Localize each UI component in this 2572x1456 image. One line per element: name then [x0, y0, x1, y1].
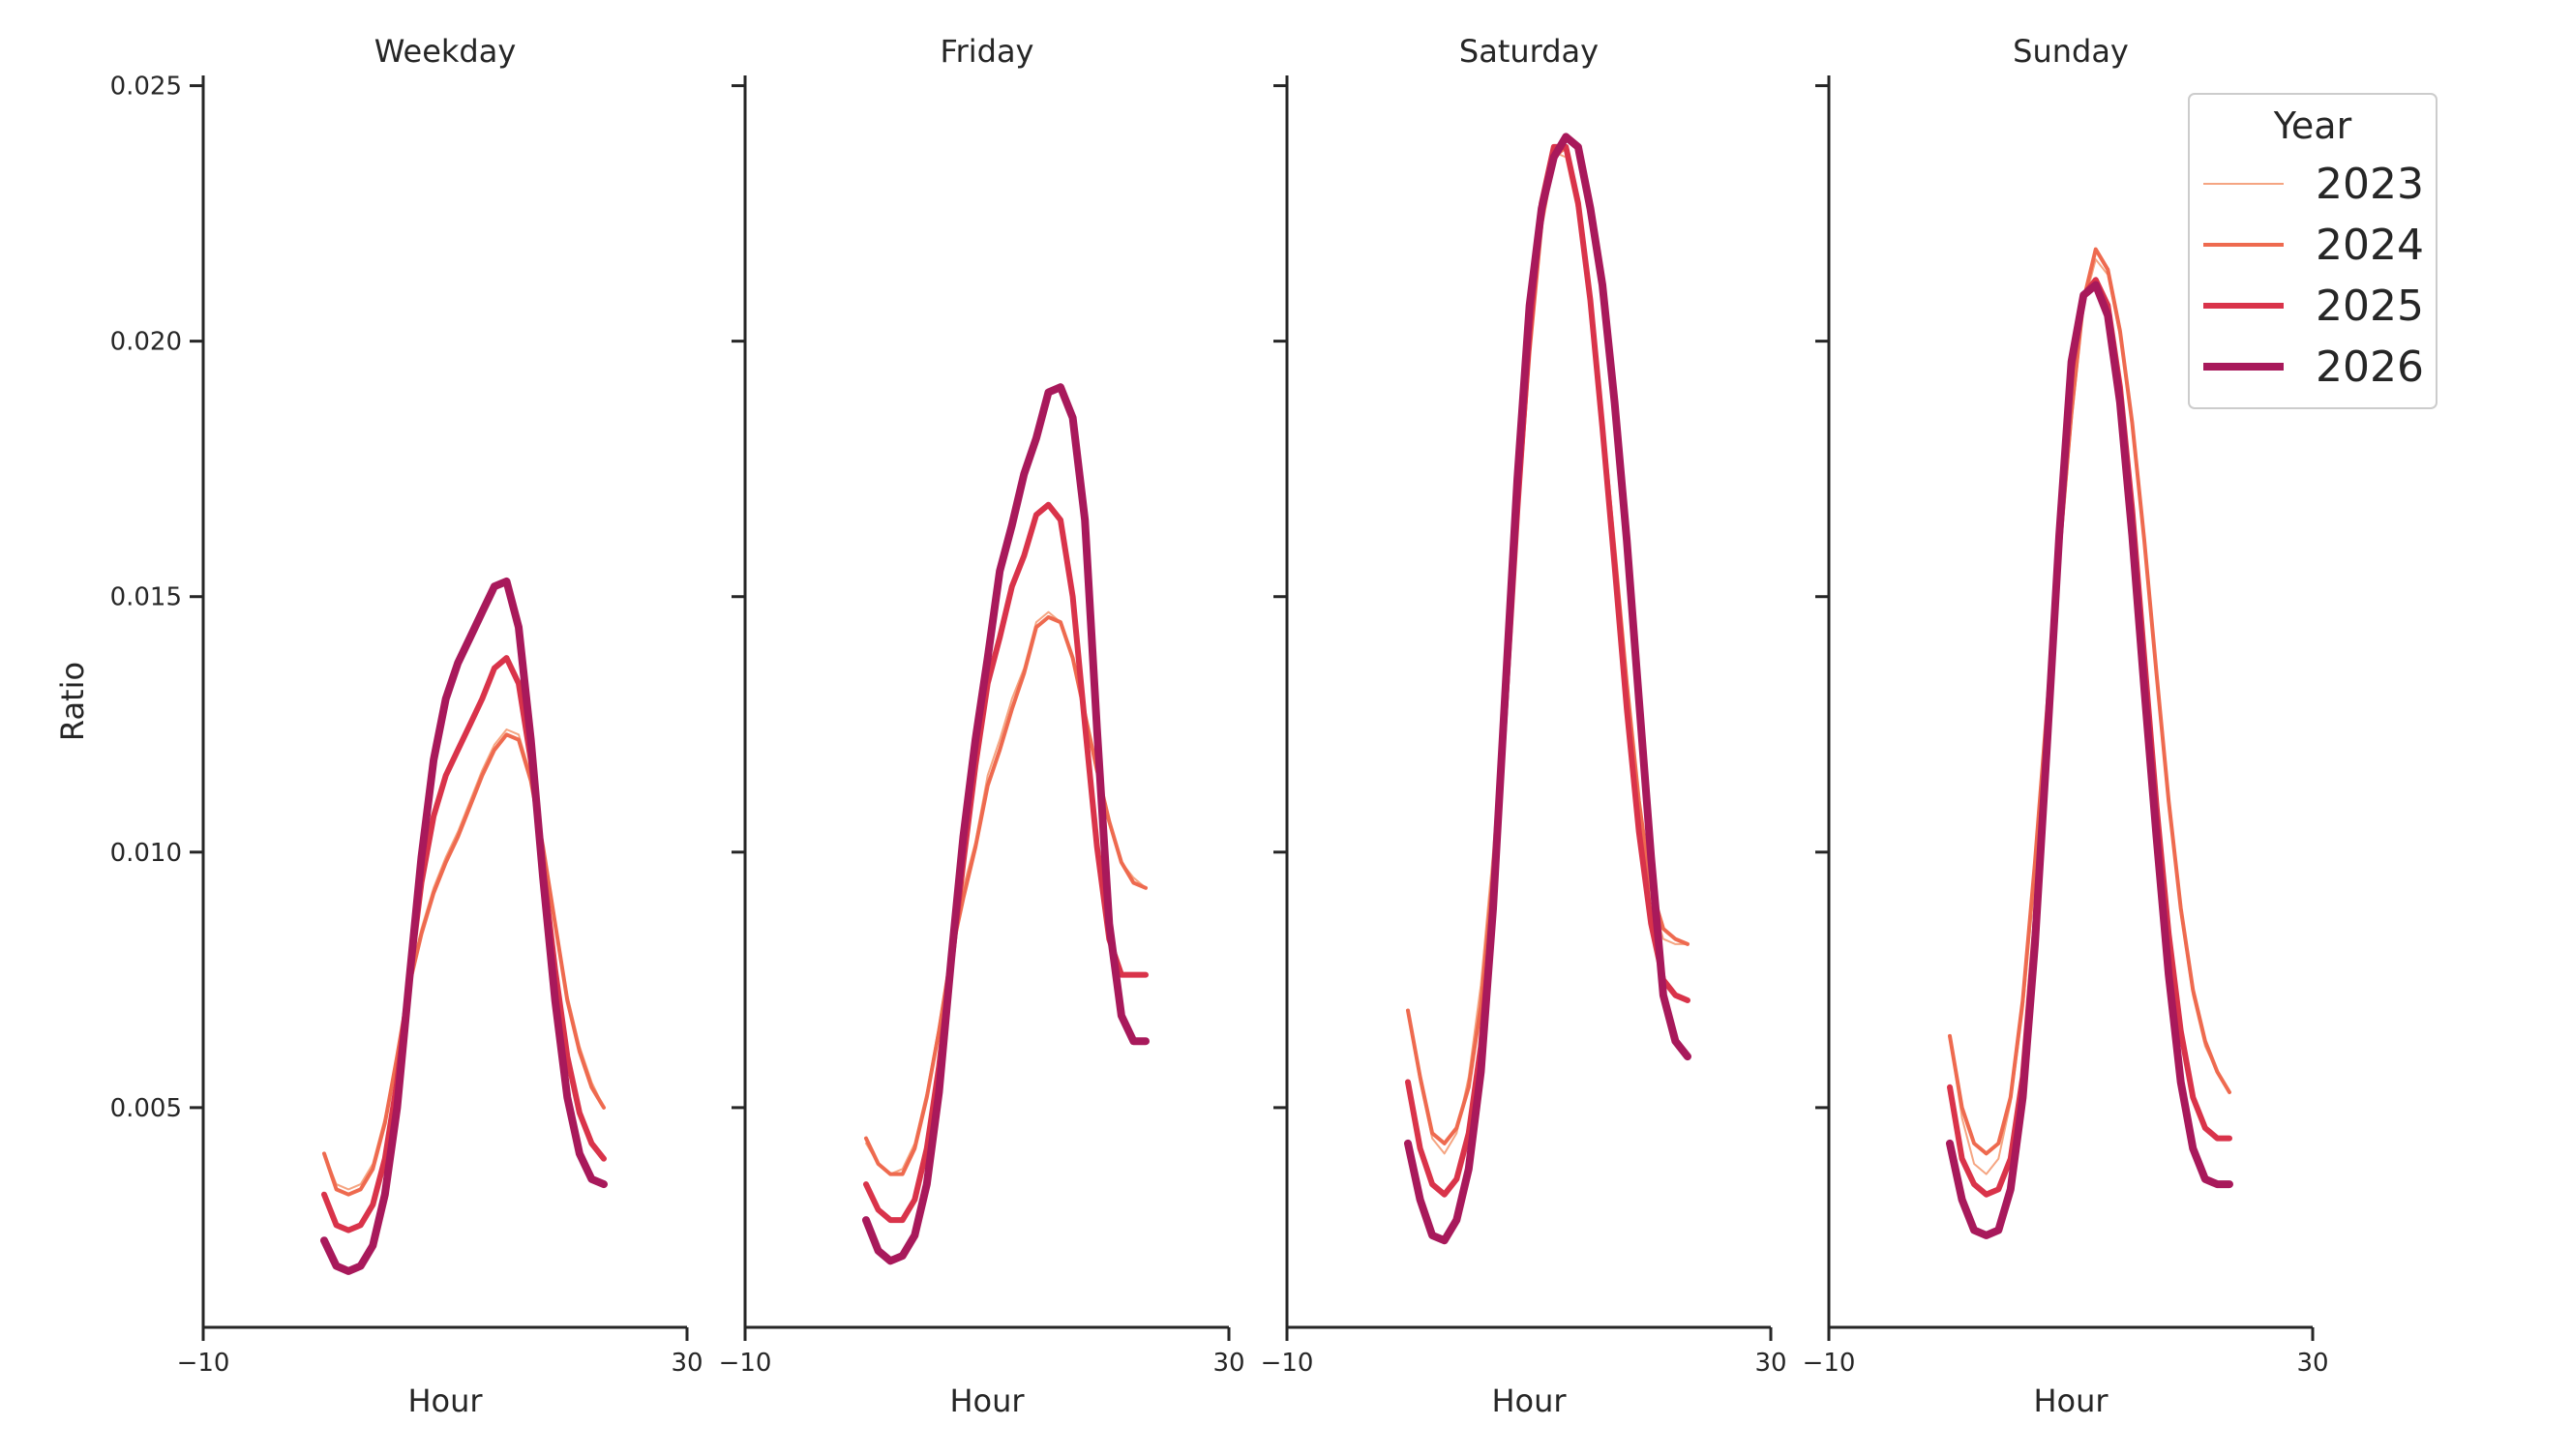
y-tick-label: 0.025 [110, 73, 182, 102]
facet-panel-weekday: Weekday 0.005 0.010 0.015 0.020 0.025 −10 30 Hou… [110, 33, 703, 1419]
series-line-2024 [1406, 144, 1690, 1145]
facet-panel-saturday: Saturday −10 30 Hour [1261, 33, 1787, 1419]
x-tick-label: 30 [1754, 1349, 1786, 1378]
x-axis-label: Hour [2033, 1382, 2108, 1419]
facet-title: Weekday [374, 33, 517, 70]
facet-panel-friday: Friday −10 30 Hour [719, 33, 1245, 1419]
x-tick-label: 30 [1212, 1349, 1244, 1378]
facet-title: Friday [941, 33, 1034, 70]
x-tick-label: −10 [719, 1349, 772, 1378]
facet-panel-sunday: Sunday −10 30 Hour [1803, 33, 2329, 1419]
y-tick-label: 0.010 [110, 839, 182, 868]
series-line-2025 [1405, 143, 1690, 1198]
legend-title: Year [2273, 104, 2352, 147]
facet-title: Saturday [1459, 33, 1599, 70]
series-line-2026 [862, 383, 1150, 1265]
x-axis-label: Hour [949, 1382, 1025, 1419]
y-tick-label: 0.015 [110, 583, 182, 612]
legend-entry-label: 2023 [2316, 160, 2424, 209]
legend-box [2188, 93, 2437, 409]
y-tick-label: 0.020 [110, 328, 182, 357]
y-tick-label: 0.005 [110, 1094, 182, 1123]
series-line-2025 [863, 501, 1149, 1224]
x-tick-label: 30 [671, 1349, 703, 1378]
y-axis-label: Ratio [54, 662, 91, 741]
series-line-2026 [1404, 133, 1691, 1245]
legend: Year 2023 2024 2025 2026 [2188, 93, 2437, 409]
x-axis-label: Hour [407, 1382, 483, 1419]
x-tick-label: −10 [1803, 1349, 1856, 1378]
x-axis-label: Hour [1491, 1382, 1567, 1419]
legend-entry-label: 2025 [2316, 282, 2424, 331]
series-line-2023 [1407, 151, 1689, 1155]
series-line-2026 [1946, 281, 2233, 1239]
x-tick-label: −10 [1261, 1349, 1314, 1378]
series-line-2025 [321, 655, 607, 1233]
facet-title: Sunday [2013, 33, 2129, 70]
x-tick-label: 30 [2296, 1349, 2328, 1378]
legend-entry-label: 2024 [2316, 221, 2424, 270]
series-line-2023 [1949, 258, 2230, 1175]
series-line-2024 [322, 732, 606, 1197]
series-line-2024 [1948, 247, 2231, 1156]
legend-entry-label: 2026 [2316, 342, 2424, 392]
series-line-2026 [320, 577, 608, 1275]
series-line-2025 [1947, 277, 2232, 1198]
x-tick-label: −10 [177, 1349, 230, 1378]
